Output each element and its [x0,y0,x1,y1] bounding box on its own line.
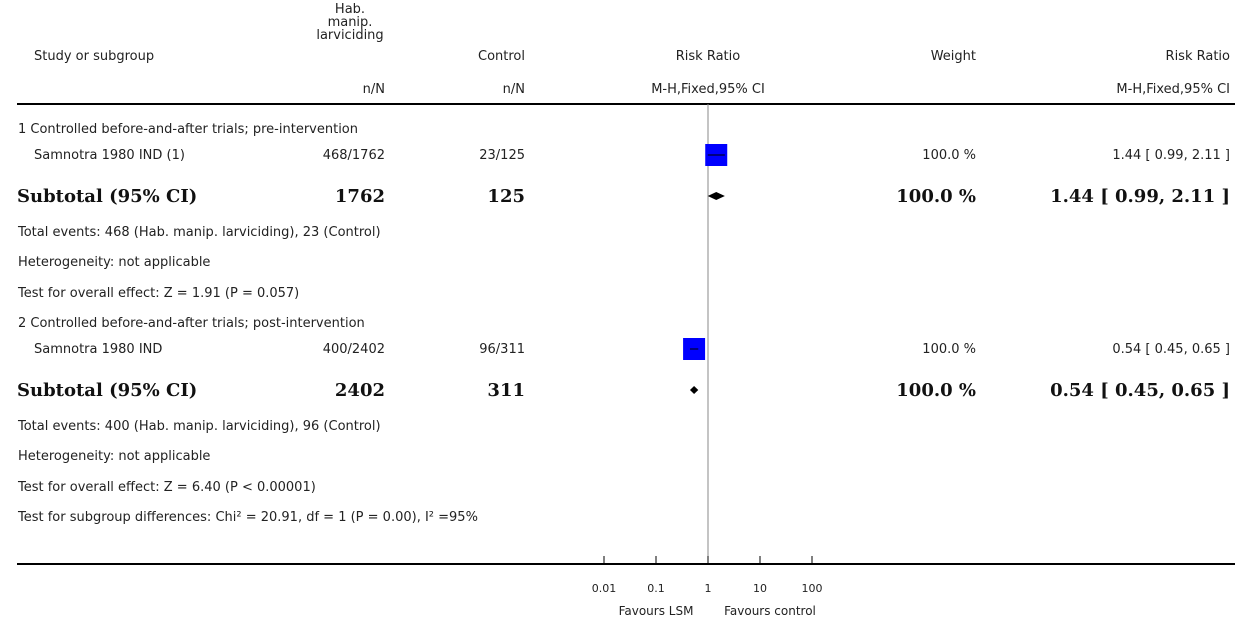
x-tick-label-4: 100 [802,582,823,595]
study-header: Study or subgroup [34,49,155,64]
subtotal-2-diamond [689,386,699,394]
control-subheader: n/N [502,82,525,97]
treatment-header: Hab. manip. larviciding [300,3,400,42]
study-1-treatment: 468/1762 [322,148,385,163]
group-2-heterogeneity: Heterogeneity: not applicable [18,449,211,464]
study-2-name: Samnotra 1980 IND [34,342,163,357]
risk-ratio-ci-header: Risk Ratio [1165,49,1230,64]
weight-header: Weight [930,49,976,64]
study-2-control: 96/311 [479,342,525,357]
study-1-name: Samnotra 1980 IND (1) [34,148,185,163]
study-2-ci: 0.54 [ 0.45, 0.65 ] [1112,342,1230,357]
study-1-weight: 100.0 % [922,148,976,163]
study-2-weight: 100.0 % [922,342,976,357]
group-1-events: Total events: 468 (Hab. manip. larvicidi… [18,225,381,240]
x-tick-label-2: 1 [705,582,712,595]
group-2-overall-effect: Test for overall effect: Z = 6.40 (P < 0… [18,480,316,495]
header-rule [17,103,1235,105]
subtotal-1-control: 125 [487,186,525,207]
footer-rule [17,563,1235,565]
group-1-title: 1 Controlled before-and-after trials; pr… [18,122,358,137]
study-1-marker [705,144,728,166]
group-2-title: 2 Controlled before-and-after trials; po… [18,316,365,331]
group-2-events: Total events: 400 (Hab. manip. larvicidi… [18,419,381,434]
risk-ratio-header: Risk Ratio [675,49,741,64]
favours-right-label: Favours control [724,604,816,618]
study-1-ci: 1.44 [ 0.99, 2.11 ] [1112,148,1230,163]
treatment-subheader: n/N [362,82,385,97]
treatment-header-line2: manip. [327,15,373,30]
treatment-header-line3: larviciding [316,28,384,43]
subtotal-2-weight: 100.0 % [896,380,976,401]
group-1-overall-effect: Test for overall effect: Z = 1.91 (P = 0… [18,286,300,301]
subtotal-1-treatment: 1762 [334,186,385,207]
subtotal-1-label: Subtotal (95% CI) [17,186,198,207]
subtotal-2-ci: 0.54 [ 0.45, 0.65 ] [1050,380,1230,401]
subtotal-2-treatment: 2402 [334,380,385,401]
x-tick-label-0: 0.01 [592,582,617,595]
study-2-marker [683,338,706,360]
subtotal-1-diamond [707,192,725,200]
risk-ratio-subheader: M-H,Fixed,95% CI [651,82,765,97]
risk-ratio-ci-subheader: M-H,Fixed,95% CI [1116,82,1230,97]
study-2-treatment: 400/2402 [322,342,385,357]
subtotal-1-weight: 100.0 % [896,186,976,207]
group-1-heterogeneity: Heterogeneity: not applicable [18,255,211,270]
x-tick-label-3: 10 [753,582,767,595]
subtotal-2-control: 311 [487,380,525,401]
subtotal-2-label: Subtotal (95% CI) [17,380,198,401]
subtotal-1-ci: 1.44 [ 0.99, 2.11 ] [1050,186,1230,207]
x-tick-label-1: 0.1 [647,582,665,595]
subgroup-differences-test: Test for subgroup differences: Chi² = 20… [18,510,478,525]
treatment-header-line1: Hab. [334,2,366,17]
control-header: Control [478,49,525,64]
favours-left-label: Favours LSM [618,604,694,618]
study-1-control: 23/125 [479,148,525,163]
